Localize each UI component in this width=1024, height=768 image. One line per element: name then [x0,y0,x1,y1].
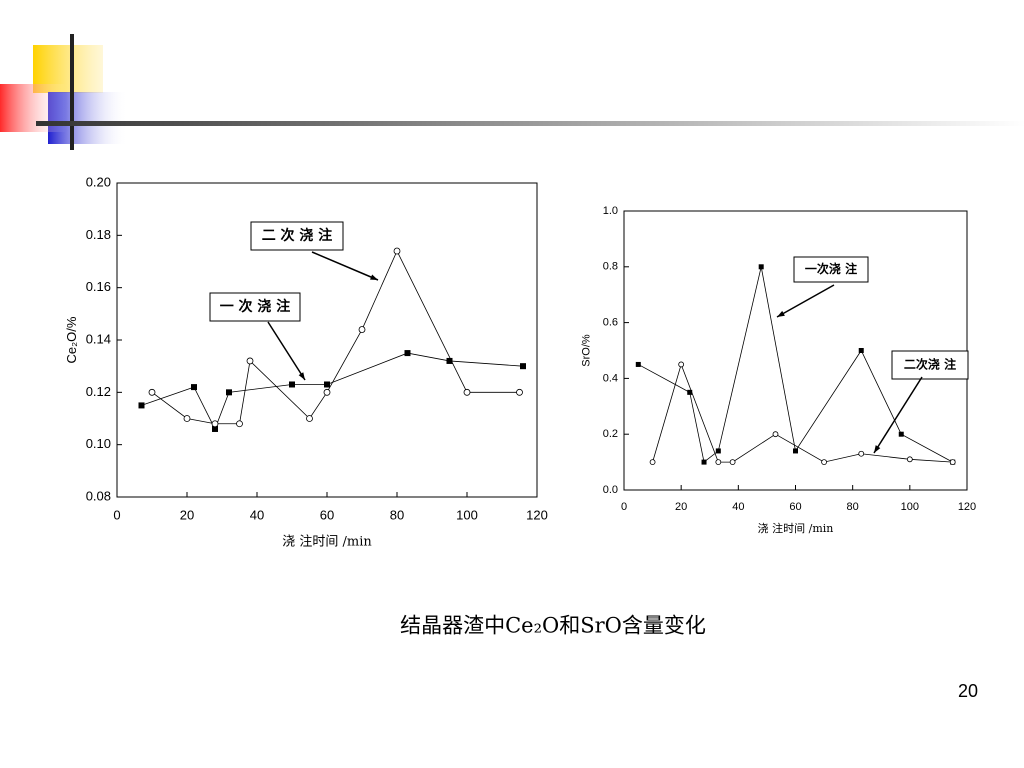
y-tick-label: 0.8 [603,261,618,273]
marker [821,459,827,466]
marker [758,264,764,270]
y-tick-label: 0.20 [86,174,111,189]
y-tick-label: 0.4 [603,372,618,384]
marker [393,247,401,255]
x-tick-label: 120 [958,501,976,513]
x-tick-label: 120 [526,507,548,522]
y-tick-label: 0.16 [86,279,111,294]
marker [858,450,865,457]
marker [191,384,197,391]
annotation: 一 次 浇 注 [220,298,291,315]
marker [463,388,471,396]
marker [212,425,218,432]
marker [715,459,722,466]
marker [858,348,864,353]
y-tick-label: 1.0 [603,205,618,217]
marker [138,402,145,409]
arrow-head [874,445,881,453]
y-tick-label: 0.12 [86,384,111,399]
x-tick-label: 80 [390,507,404,522]
marker [678,361,685,368]
arrow-head [298,372,305,380]
marker [306,415,313,422]
annotation-arrow [311,251,379,281]
x-tick-label: 0 [621,501,627,513]
x-tick-label: 20 [180,507,194,522]
y-tick-label: 0.2 [603,428,618,440]
marker [358,326,366,333]
marker [715,448,721,454]
series-line [151,250,520,425]
x-tick-label: 40 [250,507,264,522]
annotation: 一次浇 注 [805,261,857,276]
y-tick-label: 0.08 [86,488,111,503]
marker [446,357,453,364]
annotation-arrow [873,376,923,454]
x-tick-label: 40 [732,501,744,513]
arrow-head [777,310,785,317]
marker [635,361,641,367]
marker [323,388,331,396]
marker [649,459,656,466]
annotation-box [209,292,301,322]
annotation-arrow [776,284,835,318]
marker [246,357,254,365]
marker [898,431,904,437]
marker [687,389,693,395]
marker [183,415,191,422]
x-tick-label: 20 [675,501,687,513]
annotation: 二次浇 注 [904,357,956,372]
x-tick-label: 80 [847,501,859,513]
page-number: 20 [958,681,978,701]
marker [729,459,736,466]
marker [520,363,526,370]
x-axis-label: 浇 注时间 /min [758,521,834,535]
y-axis-label: SrO/% [581,334,593,367]
marker [701,459,707,465]
x-axis-label: 浇 注时间 /min [282,535,372,550]
marker [772,431,779,438]
marker [324,381,330,388]
y-tick-label: 0.14 [86,331,111,346]
marker [289,381,295,388]
y-tick-label: 0.6 [603,317,618,329]
x-tick-label: 60 [789,501,801,513]
x-tick-label: 60 [320,507,334,522]
y-tick-label: 0.18 [86,227,111,242]
caption: 结晶器渣中Ce₂O和SrO含量变化 [400,614,706,638]
x-tick-label: 0 [113,507,120,522]
marker [516,388,523,396]
annotation-arrow [267,321,306,381]
x-tick-label: 100 [901,501,919,513]
marker [906,456,913,463]
x-tick-label: 100 [456,507,478,522]
y-tick-label: 0.10 [86,436,111,451]
marker [949,459,956,466]
annotation-box [250,221,344,251]
marker [211,420,219,428]
arrow-head [370,274,378,280]
marker [793,448,798,454]
decoration [0,34,1024,150]
marker [404,350,411,357]
y-axis-label: Ce₂O/% [64,316,79,363]
marker [236,420,243,428]
marker [226,389,232,396]
annotation-box [793,256,869,283]
annotation: 二 次 浇 注 [262,227,333,244]
marker [148,388,156,396]
y-tick-label: 0.0 [603,484,618,496]
annotation-box [891,350,969,380]
